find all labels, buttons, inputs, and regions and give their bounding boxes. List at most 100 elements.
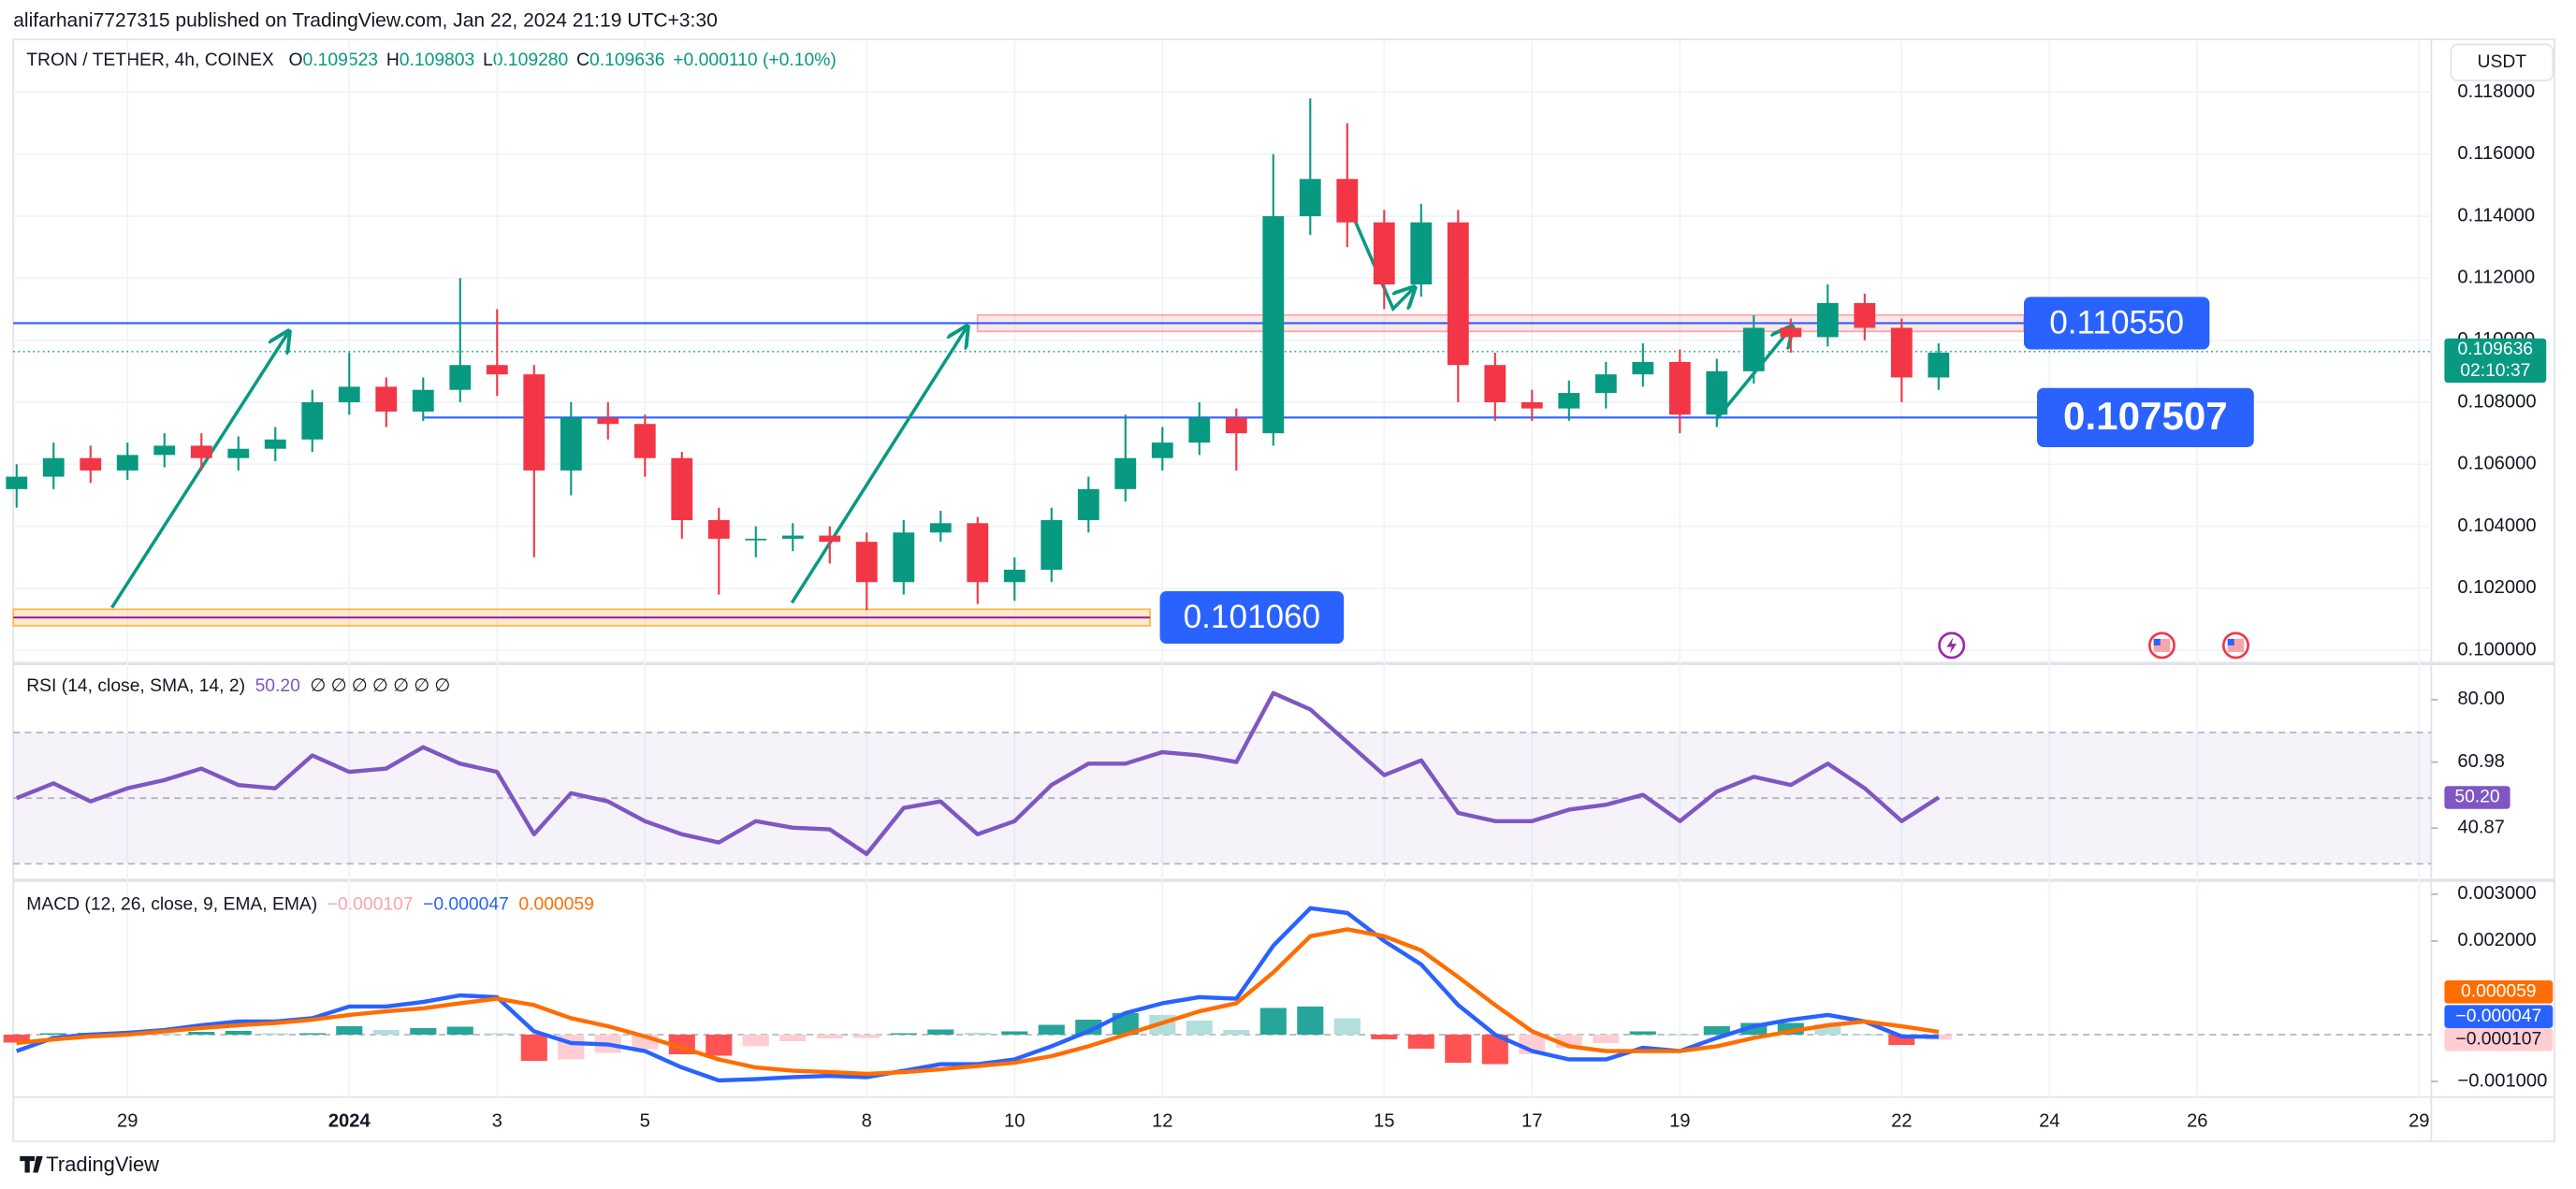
last-price-badge	[2444, 338, 2547, 384]
candle-body	[1299, 179, 1321, 217]
histogram-bar	[1038, 1024, 1065, 1035]
histogram-bar	[188, 1031, 215, 1035]
candle-body	[116, 455, 138, 471]
candle-body	[967, 523, 989, 583]
ohlc-key: O	[289, 51, 303, 70]
candle-body	[1225, 417, 1247, 434]
x-tick-label: 22	[1891, 1110, 1912, 1131]
y-tick-label: 0.108000	[2457, 391, 2536, 412]
countdown: 02:10:37	[2460, 361, 2530, 381]
histogram-bar	[446, 1026, 473, 1035]
histogram-bar	[742, 1034, 769, 1047]
histogram-bar	[372, 1029, 400, 1035]
candle-body	[1188, 417, 1211, 443]
candle-body	[375, 386, 398, 412]
axes: 29 2024 3 5 8 10 12 15 17 19 22 24 26 29 0.100000 0.102…	[117, 81, 2547, 1131]
macd-value: −0.000107	[327, 894, 414, 914]
candle-body	[1114, 457, 1137, 489]
candle-body	[1928, 352, 1950, 378]
flag	[2153, 638, 2161, 645]
rsi-title: RSI (14, close, SMA, 14, 2)	[26, 676, 245, 696]
macd-badge	[2444, 1005, 2554, 1028]
ohlc-value: 0.109523	[303, 51, 379, 70]
arrow	[1348, 210, 1413, 312]
macd-badge	[2444, 980, 2554, 1004]
currency-button[interactable]	[2450, 43, 2554, 81]
histogram-bar	[1371, 1034, 1398, 1039]
y-tick-label: 0.106000	[2457, 454, 2536, 474]
y-tick-label: 0.102000	[2457, 577, 2536, 598]
x-tick-label: 3	[492, 1110, 502, 1131]
symbol: TRON / TETHER, 4h, COINEX	[26, 51, 274, 70]
rsi-placeholders: ∅ ∅ ∅ ∅ ∅ ∅ ∅	[310, 676, 450, 696]
candle-body	[1262, 216, 1285, 434]
histogram-bar	[964, 1032, 991, 1035]
event-icon-glyph	[1946, 637, 1957, 654]
histogram-bar	[151, 1033, 178, 1035]
currency[interactable]: USDT	[2478, 52, 2527, 72]
rsi-pane: 80.00 60.98 40.87 RSI (14, close, SMA, 14, …	[13, 676, 2511, 865]
rsi-legend: RSI (14, close, SMA, 14, 2) 50.20 ∅ ∅ ∅ ∅ …	[26, 676, 450, 696]
candle-body	[1706, 370, 1728, 415]
frame	[12, 38, 2555, 1142]
candle-body	[523, 374, 546, 471]
candle-body	[449, 365, 472, 390]
y-tick-label: 80.00	[2457, 689, 2504, 709]
legend-text: TRON / TETHER, 4h, COINEX O0.109523 H0.109…	[26, 51, 837, 70]
arrow	[790, 328, 966, 604]
candle-body	[1041, 519, 1063, 571]
y-tick-label: 0.116000	[2457, 143, 2535, 164]
y-tick-label: 0.114000	[2457, 205, 2535, 225]
macd-value: −0.000047	[423, 894, 509, 914]
candle-body	[227, 448, 250, 458]
event-icons[interactable]	[1938, 631, 2249, 660]
histogram-bar	[890, 1033, 917, 1035]
candle-body	[6, 476, 28, 489]
candle-body	[1447, 222, 1469, 366]
candle-body	[1558, 393, 1580, 409]
histogram-bar	[410, 1027, 437, 1035]
histogram-bar	[927, 1029, 954, 1035]
candle-body	[1890, 327, 1913, 378]
candle-body	[1742, 327, 1765, 371]
ohlc-key: C	[576, 51, 589, 70]
arrow	[110, 333, 288, 609]
arrows	[110, 210, 1791, 609]
x-tick-label: 5	[640, 1110, 650, 1131]
x-tick-label: 10	[1004, 1110, 1025, 1131]
x-tick-label: 19	[1669, 1110, 1690, 1131]
candle-body	[42, 457, 65, 477]
x-tick-label: 12	[1152, 1110, 1172, 1131]
histogram-bar	[1001, 1031, 1028, 1035]
footer-logo	[20, 1155, 43, 1173]
ohlc-value: 0.109803	[400, 51, 475, 70]
y-tick-label: 0.003000	[2457, 883, 2536, 904]
y-tick-label: 0.104000	[2457, 515, 2536, 536]
candle-body	[671, 457, 693, 520]
candle-body	[153, 445, 176, 456]
candle-body	[338, 386, 360, 403]
candle-body	[1816, 302, 1839, 338]
level-label-box	[1159, 590, 1345, 645]
macd-badge-text: −0.000107	[2455, 1029, 2541, 1049]
candle-body	[855, 542, 878, 583]
rsi-badge	[2444, 786, 2511, 809]
x-tick-label: 29	[2409, 1110, 2429, 1131]
level-label-box	[2023, 297, 2210, 350]
macd-badge-text: −0.000047	[2455, 1007, 2541, 1026]
y-tick-label: 0.002000	[2457, 930, 2536, 950]
level-label: 0.101060	[1184, 599, 1320, 635]
candle-body	[1484, 365, 1506, 403]
histogram-bar	[1851, 1034, 1878, 1036]
x-tick-label: 26	[2187, 1110, 2207, 1131]
histogram-bar	[1259, 1008, 1287, 1035]
y-tick-label: 0.100000	[2457, 640, 2536, 660]
x-tick-label: 17	[1521, 1110, 1542, 1131]
candle-body	[301, 402, 324, 440]
candle-body	[929, 523, 952, 533]
last-price: 0.109636	[2458, 340, 2534, 359]
histogram-bar	[1888, 1034, 1915, 1045]
drawings	[12, 313, 2432, 627]
histogram-bar	[1593, 1034, 1620, 1043]
